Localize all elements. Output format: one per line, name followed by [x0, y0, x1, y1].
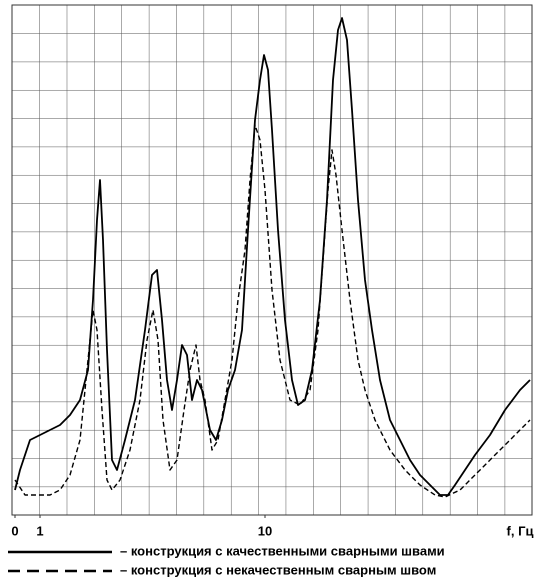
legend-label: – конструкция с некачественным сварным ш…: [120, 562, 436, 577]
x-tick-label: 1: [36, 523, 43, 538]
legend-label: – конструкция с качественными сварными ш…: [120, 543, 445, 558]
series-line: [14, 124, 531, 498]
series-line: [14, 17, 531, 496]
x-axis-label: f, Гц: [507, 523, 534, 538]
grid: [12, 5, 532, 515]
x-tick-label: 10: [258, 523, 272, 538]
x-tick-label: 0: [11, 523, 18, 538]
plot-frame: [11, 4, 533, 516]
